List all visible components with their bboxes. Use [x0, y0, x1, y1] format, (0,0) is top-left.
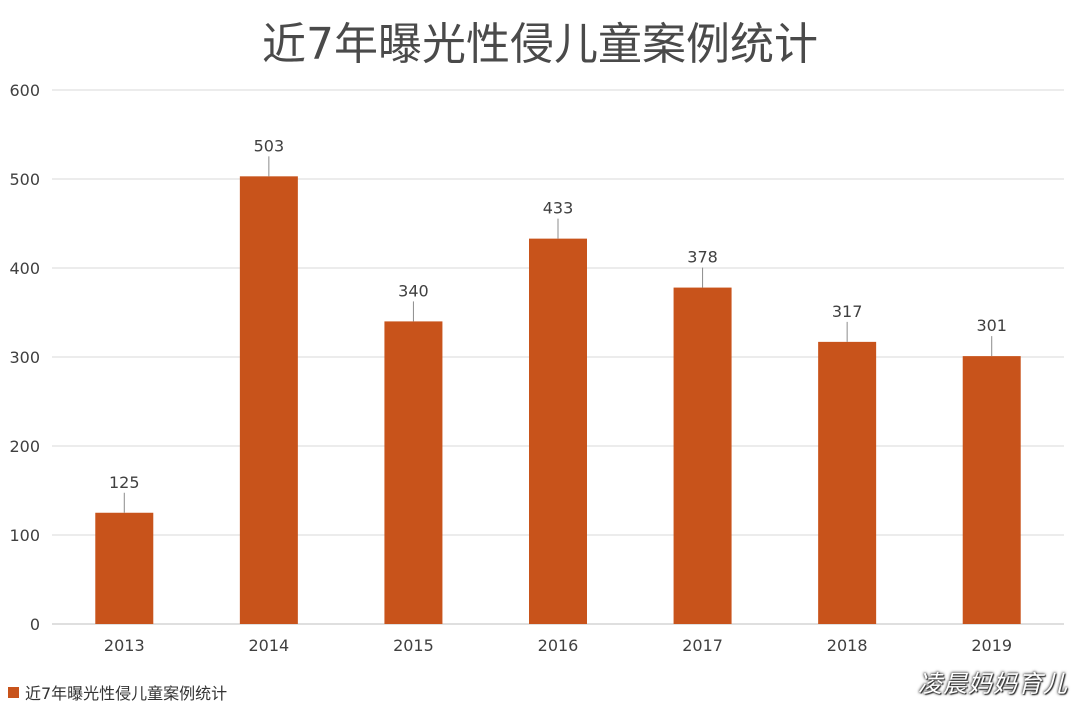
x-tick-label: 2019 [971, 636, 1012, 655]
data-label: 317 [832, 302, 863, 321]
bar [95, 512, 154, 624]
data-label: 340 [398, 281, 429, 300]
x-tick-label: 2018 [827, 636, 868, 655]
chart-title: 近7年曝光性侵儿童案例统计 [262, 19, 818, 70]
bar [529, 238, 587, 624]
y-tick-label: 400 [9, 259, 40, 278]
legend: 近7年曝光性侵儿童案例统计 [8, 680, 227, 704]
legend-label: 近7年曝光性侵儿童案例统计 [25, 684, 228, 703]
y-tick-label: 600 [9, 81, 40, 100]
x-tick-label: 2014 [248, 636, 289, 655]
legend-swatch [8, 686, 19, 698]
y-tick-label: 100 [9, 526, 40, 545]
x-tick-label: 2013 [104, 636, 145, 655]
bar [673, 287, 732, 624]
y-tick-label: 200 [9, 437, 40, 456]
y-tick-label: 300 [9, 348, 40, 367]
data-label: 433 [543, 199, 574, 218]
data-label: 503 [254, 136, 285, 155]
data-label: 125 [109, 473, 140, 492]
bar [239, 176, 298, 624]
data-label: 378 [687, 248, 718, 267]
bar [384, 321, 443, 624]
watermark: 凌晨妈妈育儿 [918, 670, 1068, 698]
x-tick-label: 2017 [682, 636, 723, 655]
x-tick-label: 2016 [538, 636, 579, 655]
y-tick-label: 500 [9, 170, 40, 189]
x-tick-label: 2015 [393, 636, 434, 655]
y-tick-label: 0 [30, 615, 40, 634]
bar [962, 356, 1021, 624]
data-label: 301 [976, 316, 1007, 335]
bar [818, 341, 877, 624]
